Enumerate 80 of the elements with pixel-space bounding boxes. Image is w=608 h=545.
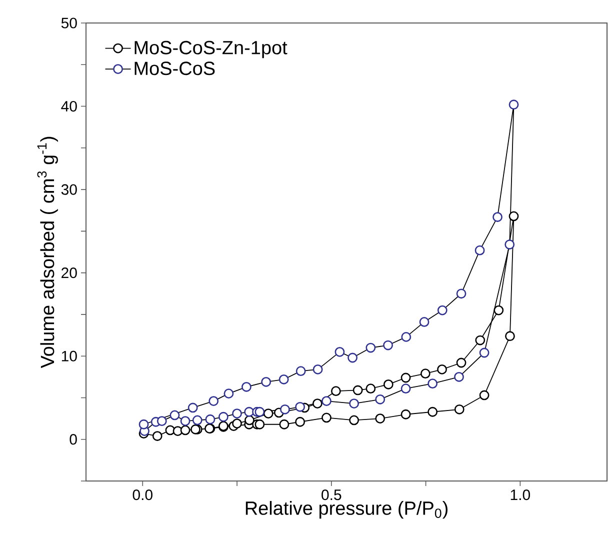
point (180, 416, 190, 426)
y-tick-label: 30 (61, 184, 77, 195)
point (349, 398, 360, 409)
point (295, 402, 306, 412)
point (295, 416, 306, 427)
point (180, 425, 190, 436)
x-axis-title: Relative pressure (P/P$_{0}$) (246, 500, 448, 519)
point (505, 331, 515, 342)
point (400, 372, 411, 383)
point (400, 384, 411, 394)
point (312, 364, 323, 374)
point (232, 418, 242, 428)
point (244, 406, 254, 417)
point (322, 396, 332, 406)
point (419, 317, 430, 327)
point (479, 348, 490, 358)
legend-label: MoS-CoS-Zn-1pot (134, 40, 288, 58)
point (254, 406, 265, 417)
point (279, 419, 290, 430)
point (508, 100, 519, 110)
point (152, 431, 162, 441)
point (254, 419, 265, 430)
point (375, 394, 386, 404)
x-tick-label: 0.0 (132, 490, 152, 500)
y-tick-label: 40 (61, 100, 77, 112)
point (138, 419, 149, 430)
y-axis-title: Volume adsorbed ( cm$^{3}$ g$^{-1}$) (37, 136, 58, 368)
point (348, 352, 358, 363)
point (475, 335, 486, 346)
x-tick-label: 1.0 (510, 490, 530, 500)
point (437, 364, 447, 374)
point (232, 408, 242, 418)
point (456, 358, 466, 368)
point (334, 346, 345, 357)
point (330, 386, 341, 396)
y-tick-label: 10 (62, 350, 77, 362)
point (454, 404, 464, 414)
point (170, 410, 180, 420)
point (420, 368, 430, 379)
point (224, 388, 234, 399)
point (400, 409, 411, 420)
point (366, 342, 376, 353)
point (242, 382, 252, 392)
point (366, 384, 376, 394)
point (383, 340, 393, 350)
point (456, 288, 466, 299)
point (280, 404, 290, 414)
point (312, 398, 322, 409)
point (352, 385, 363, 396)
point (428, 378, 438, 389)
point (401, 332, 412, 342)
point (428, 406, 438, 417)
point (504, 240, 515, 250)
point (474, 245, 485, 256)
point (296, 366, 306, 376)
point (188, 402, 198, 413)
y-tick-label: 20 (62, 268, 77, 278)
point (508, 211, 519, 222)
point (322, 412, 332, 423)
point (349, 415, 360, 426)
point (261, 376, 272, 387)
point (479, 390, 490, 400)
point (494, 305, 504, 316)
point (156, 416, 167, 426)
point (244, 415, 254, 426)
legend-label: MoS-CoS (134, 62, 215, 76)
x-tick-label: 0.5 (322, 490, 342, 500)
point (383, 379, 394, 390)
point (454, 372, 464, 382)
point (437, 305, 448, 316)
point (218, 412, 228, 422)
point (278, 374, 289, 384)
point (263, 408, 274, 418)
y-tick-label: 50 (61, 18, 77, 28)
point (492, 212, 502, 222)
y-tick-label: 0 (70, 434, 77, 445)
point (208, 396, 219, 406)
point (205, 414, 216, 424)
point (375, 414, 386, 424)
point (192, 415, 202, 426)
